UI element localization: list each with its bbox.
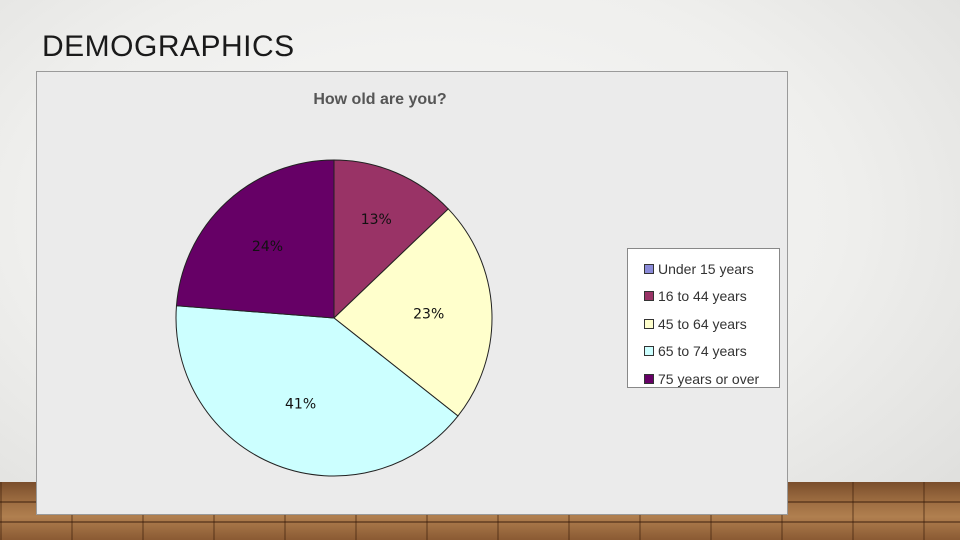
legend-swatch [644,291,654,302]
legend-label: 45 to 64 years [658,315,747,332]
legend-swatch [644,263,654,274]
chart-legend: Under 15 years 16 to 44 years 45 to 64 yea… [627,248,780,388]
legend-item: 75 years or over [644,365,779,393]
data-label-4: 41% [285,396,316,412]
slide-title: DEMOGRAPHICS [42,30,295,63]
legend-swatch [644,373,654,384]
chart-title: How old are you? [313,91,447,108]
legend-swatch [644,318,654,329]
pie-slice-3 [333,208,493,417]
legend-swatch [644,346,654,357]
data-label-5: 24% [252,239,283,255]
chart-area: How old are you? 13% 23% 41% 24% Under 15 y… [36,71,788,515]
pie-slice-5 [175,159,335,319]
pie-slice-2 [333,159,450,320]
legend-label: 75 years or over [658,370,760,387]
legend-item: 65 to 74 years [644,338,779,366]
legend-label: 16 to 44 years [658,288,747,305]
legend-item: Under 15 years [644,255,779,283]
legend-label: 65 to 74 years [658,343,747,360]
data-label-2: 13% [361,212,392,228]
data-label-3: 23% [413,307,444,323]
pie-slice-4 [175,305,459,477]
legend-item: 45 to 64 years [644,310,779,338]
legend-label: Under 15 years [658,260,754,277]
pie-chart: 13% 23% 41% 24% [175,159,493,477]
legend-item: 16 to 44 years [644,283,779,311]
